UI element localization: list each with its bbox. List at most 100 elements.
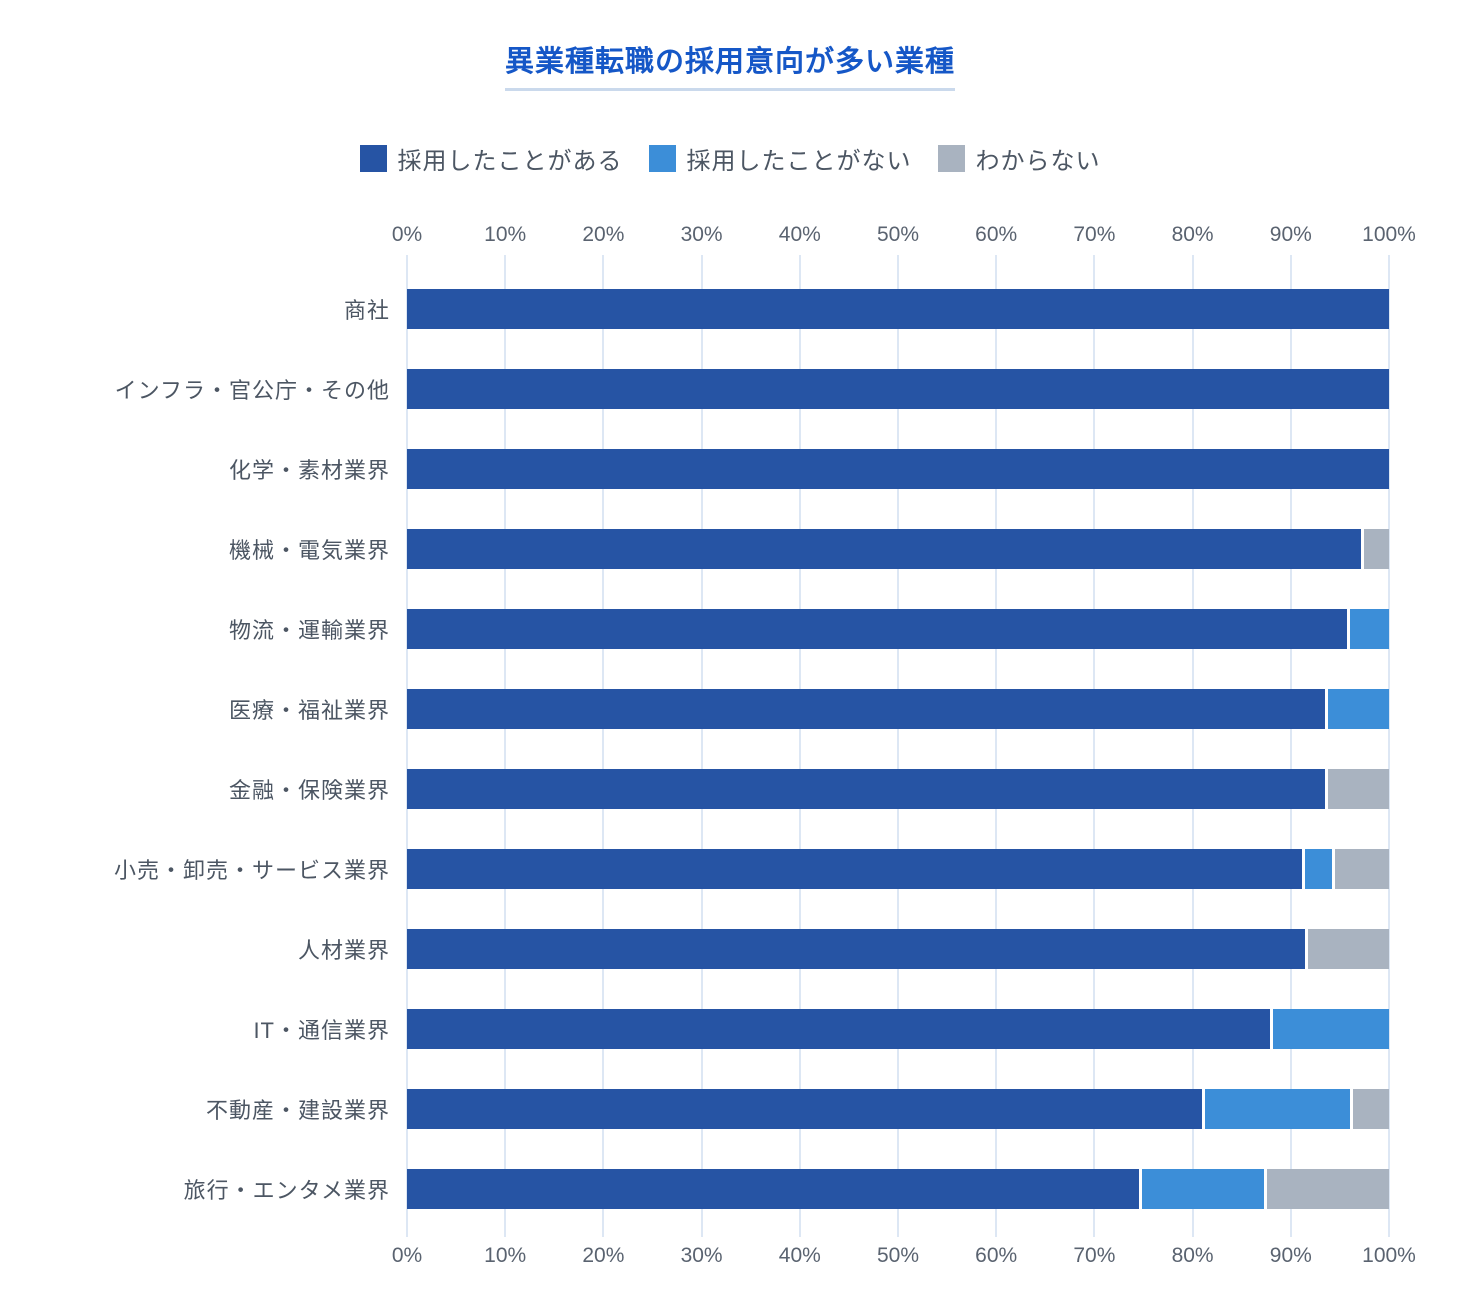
axis-ticks-spacer [0, 222, 407, 248]
bar-row: 機械・電気業界 [0, 509, 1389, 589]
bar-row: 不動産・建設業界 [0, 1069, 1389, 1149]
axis-tick-label: 90% [1269, 1244, 1312, 1267]
legend-label-not-hired: 採用したことがない [686, 148, 912, 175]
gridline-10pct [504, 255, 507, 1237]
legend-label-unknown: わからない [975, 148, 1101, 175]
axis-ticks-top: 0% 10% 20% 30% 40% 50% 60% 70% 80% 90% 100% [0, 222, 1416, 248]
bar-segment-unknown [1307, 929, 1389, 969]
bar-segment-unknown [1335, 849, 1389, 889]
legend: 採用したことがある 採用したことがない わからない [0, 141, 1460, 176]
bar-track [407, 689, 1389, 729]
axis-tick-label: 60% [975, 1244, 1018, 1267]
gridline-50pct [897, 255, 899, 1237]
axis-tick-label: 0% [391, 223, 423, 246]
axis-tick-label: 40% [778, 1244, 821, 1267]
legend-item-hired: 採用したことがある [359, 141, 623, 176]
axis-tick-label: 100% [1362, 223, 1416, 246]
axis-tick-label: 50% [876, 1244, 920, 1267]
category-label: 化学・素材業界 [228, 458, 390, 483]
gridline-70pct [1093, 255, 1096, 1237]
legend-item-unknown: わからない [937, 141, 1101, 176]
bar-track [407, 449, 1389, 489]
axis-ticks-spacer [0, 1243, 407, 1269]
axis-tick-label: 0% [391, 1244, 423, 1267]
gridline-0pct [406, 255, 408, 1237]
axis-tick-label: 80% [1171, 223, 1214, 246]
bar-segment-not-hired [1349, 609, 1389, 649]
axis-tick-label: 20% [582, 223, 625, 246]
axis-ticks-top-inner: 0% 10% 20% 30% 40% 50% 60% 70% 80% 90% 100% [392, 222, 1416, 248]
bar-row: 旅行・エンタメ業界 [0, 1149, 1389, 1229]
axis-tick-label: 30% [680, 223, 723, 246]
legend-swatch-not-hired [648, 145, 676, 172]
bar-row: 人材業界 [0, 909, 1389, 989]
axis-tick-label: 30% [680, 1244, 723, 1267]
gridline-80pct [1191, 255, 1194, 1237]
gridline-20pct [602, 255, 605, 1237]
gridline-40pct [798, 255, 801, 1237]
bar-segment-unknown [1267, 1169, 1389, 1209]
bar-row: 物流・運輸業界 [0, 589, 1389, 669]
bar-segment-not-hired [1205, 1089, 1350, 1129]
bar-segment-hired [407, 769, 1326, 809]
gridline-30pct [700, 255, 703, 1237]
title-wrap: 異業種転職の採用意向が多い業種 [0, 45, 1460, 91]
bar-segment-hired [407, 369, 1389, 409]
category-label: 金融・保険業界 [228, 778, 390, 803]
legend-label-hired: 採用したことがある [397, 148, 623, 175]
bar-segment-unknown [1328, 769, 1389, 809]
bar-track [407, 1169, 1389, 1209]
bar-segment-hired [407, 609, 1347, 649]
bar-track [407, 929, 1389, 969]
axis-tick-label: 40% [778, 223, 821, 246]
gridline-60pct [995, 255, 998, 1237]
axis-tick-label: 90% [1269, 223, 1312, 246]
bar-segment-hired [407, 289, 1389, 329]
bar-row: IT・通信業界 [0, 989, 1389, 1069]
category-label: 医療・福祉業界 [228, 698, 390, 723]
category-label: 機械・電気業界 [228, 538, 390, 563]
category-label: インフラ・官公庁・その他 [114, 378, 390, 403]
axis-ticks-bottom: 0% 10% 20% 30% 40% 50% 60% 70% 80% 90% 100% [0, 1243, 1416, 1269]
category-label: 人材業界 [297, 938, 390, 963]
bar-track [407, 1089, 1389, 1129]
bar-track [407, 609, 1389, 649]
chart-title: 異業種転職の採用意向が多い業種 [504, 45, 955, 91]
bar-segment-unknown [1363, 529, 1389, 569]
bar-rows: 商社インフラ・官公庁・その他化学・素材業界 機械・電気業界 物流・運輸業界 医療・福祉… [0, 255, 1460, 1237]
category-label: 不動産・建設業界 [205, 1098, 390, 1123]
bar-segment-hired [407, 689, 1326, 729]
gridlines [406, 255, 1390, 1237]
bar-track [407, 1009, 1389, 1049]
bar-track [407, 849, 1389, 889]
bar-track [407, 529, 1389, 569]
bar-segment-unknown [1352, 1089, 1389, 1129]
bar-row: 化学・素材業界 [0, 429, 1389, 509]
legend-swatch-hired [359, 145, 387, 172]
category-label: 小売・卸売・サービス業界 [113, 858, 390, 883]
bar-segment-hired [407, 929, 1305, 969]
category-label: 物流・運輸業界 [228, 618, 390, 643]
legend-swatch-unknown [937, 145, 965, 172]
category-label: IT・通信業界 [253, 1018, 390, 1043]
bar-segment-hired [407, 1009, 1271, 1049]
bar-row: 小売・卸売・サービス業界 [0, 829, 1389, 909]
category-label: 商社 [343, 298, 390, 323]
axis-tick-label: 10% [484, 1244, 527, 1267]
axis-tick-label: 50% [876, 223, 920, 246]
axis-tick-label: 70% [1073, 1244, 1116, 1267]
bar-segment-hired [407, 529, 1361, 569]
bar-segment-not-hired [1305, 849, 1333, 889]
bar-row: 医療・福祉業界 [0, 669, 1389, 749]
bar-segment-not-hired [1328, 689, 1389, 729]
plot-area: 商社インフラ・官公庁・その他化学・素材業界 機械・電気業界 物流・運輸業界 医療・福祉… [0, 255, 1460, 1237]
bar-segment-hired [407, 849, 1303, 889]
category-label: 旅行・エンタメ業界 [183, 1178, 390, 1203]
gridline-90pct [1289, 255, 1292, 1237]
axis-tick-label: 10% [484, 223, 527, 246]
bar-segment-not-hired [1273, 1009, 1389, 1049]
axis-tick-label: 60% [975, 223, 1018, 246]
bar-segment-hired [407, 1169, 1139, 1209]
bar-row: インフラ・官公庁・その他 [0, 349, 1389, 429]
